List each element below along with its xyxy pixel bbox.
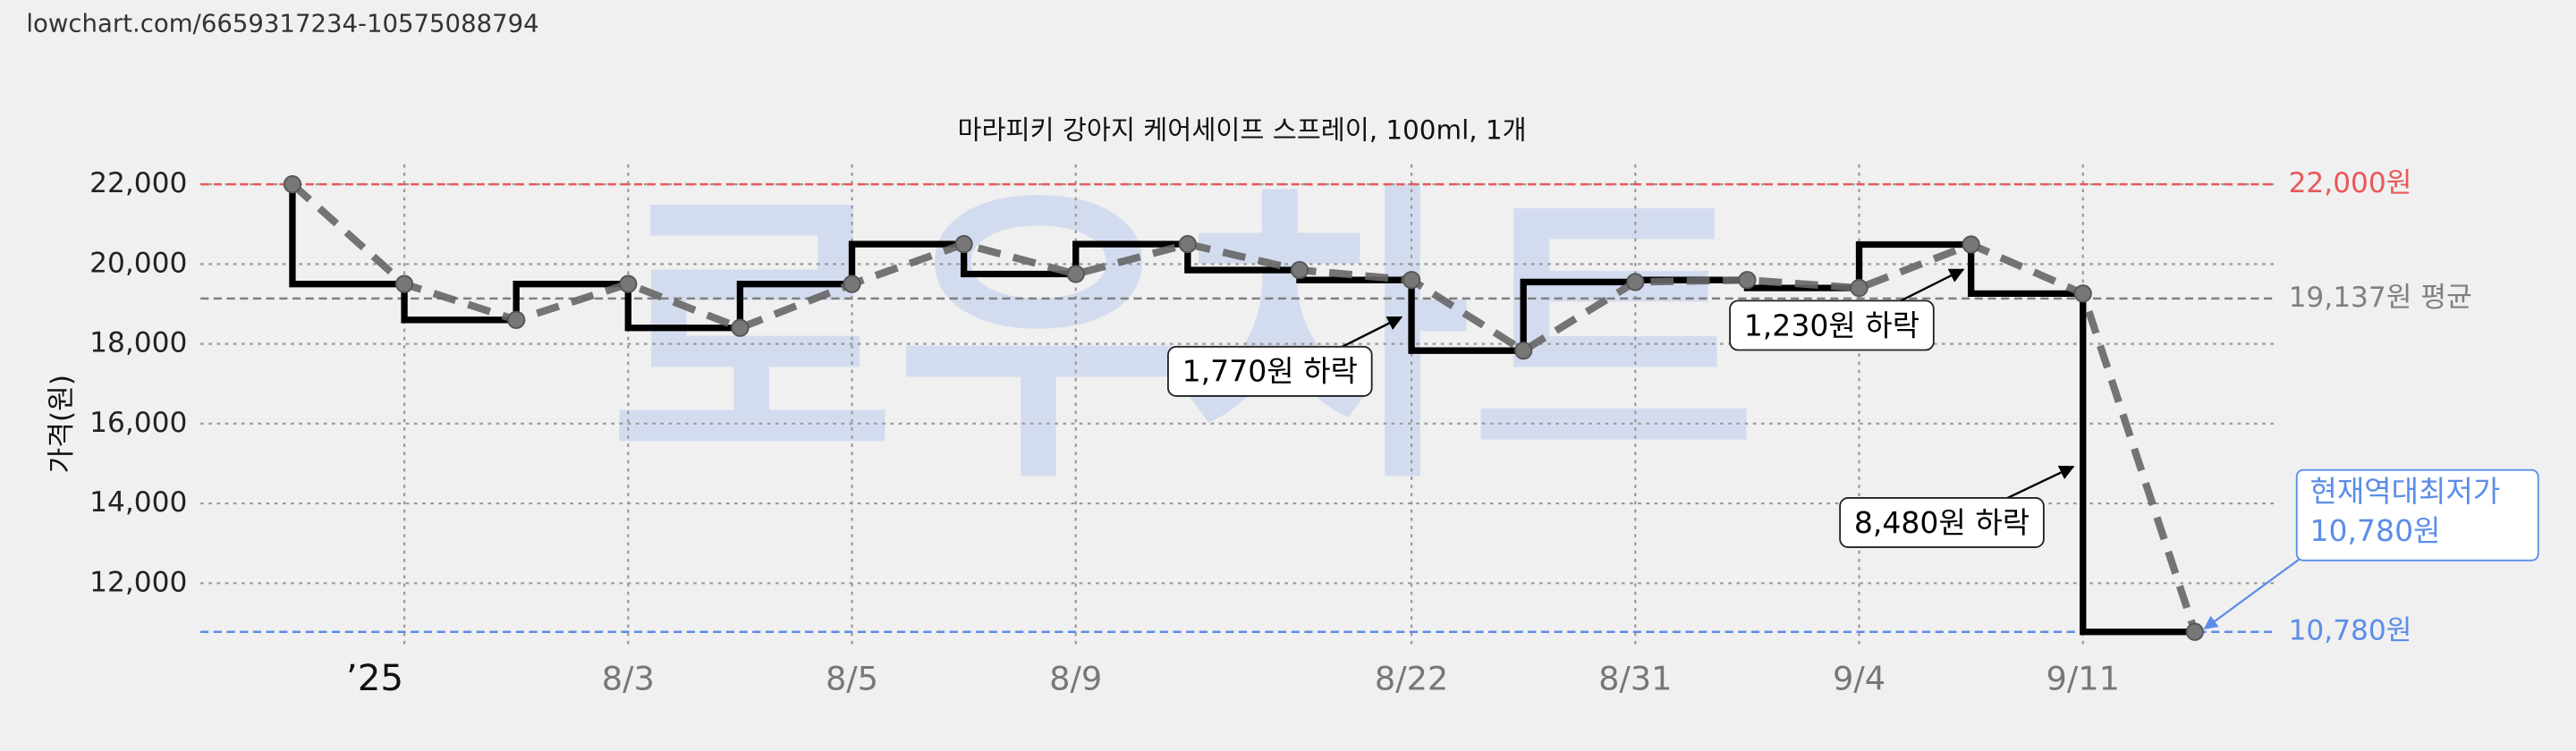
annotation-text: 8,480원 하락 — [1854, 505, 2029, 540]
x-tick-label: 8/31 — [1598, 659, 1672, 697]
reference-label: 19,137원 평균 — [2289, 282, 2472, 314]
y-tick-label: 22,000 — [89, 167, 187, 199]
x-tick-label: 9/11 — [2046, 659, 2120, 697]
y-tick-label: 20,000 — [89, 247, 187, 279]
price-point — [394, 274, 414, 293]
callout-arrow — [2203, 558, 2301, 629]
price-point — [1514, 342, 1533, 360]
annotation-arrow — [1896, 268, 1965, 304]
y-tick-label: 16,000 — [89, 407, 187, 439]
price-point — [1290, 260, 1309, 280]
price-point — [1626, 273, 1645, 291]
price-point — [1738, 271, 1757, 290]
x-tick-label: 8/5 — [826, 659, 878, 697]
y-tick-label: 18,000 — [89, 327, 187, 359]
price-point — [843, 274, 861, 293]
annotation-text: 1,770원 하락 — [1182, 354, 1358, 389]
callout-box — [2295, 468, 2539, 561]
price-point — [283, 175, 302, 194]
x-tick-label: 8/22 — [1375, 659, 1448, 697]
watermark: 로우차트 — [608, 158, 1757, 521]
x-tick-label: ’25 — [346, 656, 403, 699]
price-point — [1066, 265, 1085, 283]
trend-line — [290, 181, 2199, 634]
reference-label: 22,000원 — [2289, 167, 2412, 199]
price-point — [2073, 284, 2092, 303]
price-step-line — [289, 184, 2195, 636]
annotation-box — [1167, 345, 1373, 397]
annotation-arrow — [1338, 316, 1403, 350]
reference-label: 10,780원 — [2289, 615, 2412, 647]
price-point — [2185, 622, 2204, 641]
price-point — [507, 310, 526, 329]
x-tick-label: 8/9 — [1049, 659, 1102, 697]
annotation-arrow — [2006, 465, 2075, 500]
annotation-box — [1729, 300, 1935, 351]
y-axis-label: 가격(원) — [46, 375, 78, 474]
price-point — [954, 234, 973, 254]
price-point — [731, 318, 750, 337]
callout-text: 현재역대최저가 — [2309, 474, 2500, 509]
x-tick-label: 9/4 — [1833, 659, 1885, 697]
callout-text: 10,780원 — [2309, 513, 2440, 548]
annotation-text: 1,230원 하락 — [1744, 308, 1919, 342]
price-point — [1178, 234, 1197, 254]
price-point — [1850, 279, 1868, 298]
chart-title: 마라피키 강아지 케어세이프 스프레이, 100ml, 1개 — [958, 115, 1527, 146]
url: lowchart.com/6659317234-10575088794 — [26, 10, 538, 38]
x-tick-label: 8/3 — [602, 659, 655, 697]
price-point — [1402, 271, 1421, 290]
y-tick-label: 12,000 — [89, 566, 187, 598]
price-point — [1962, 235, 1980, 254]
annotation-box — [1839, 497, 2045, 548]
y-tick-label: 14,000 — [89, 486, 187, 519]
price-point — [619, 274, 638, 293]
